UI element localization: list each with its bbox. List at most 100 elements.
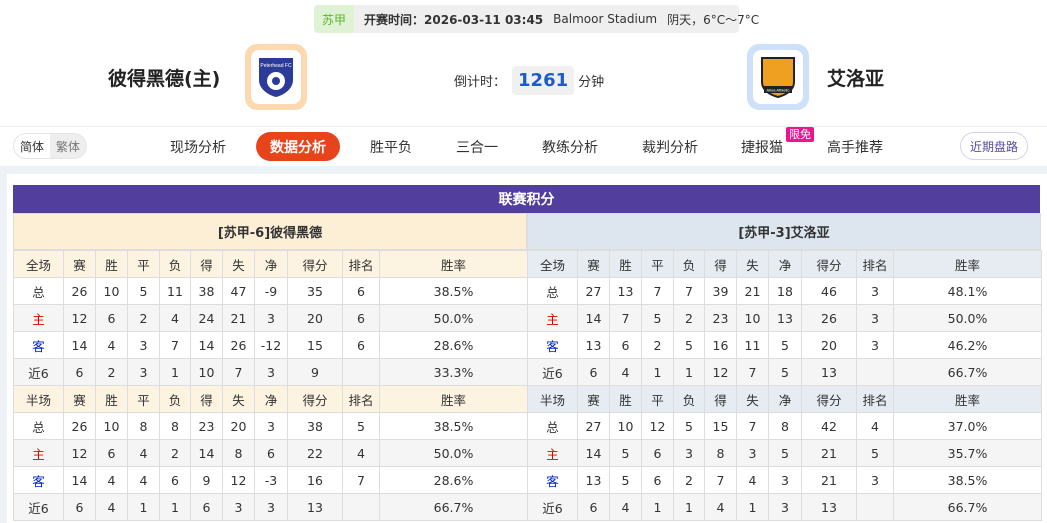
cell: 4 [127, 466, 160, 494]
lang-simplified[interactable]: 简体 [20, 139, 45, 154]
cell: 66.7% [893, 493, 1042, 521]
column-header: 负 [159, 250, 191, 278]
cell: 50.0% [379, 304, 528, 332]
column-header: 胜率 [893, 385, 1042, 413]
cell: 14 [577, 304, 610, 332]
column-header: 净 [768, 385, 802, 413]
column-header: 排名 [856, 250, 894, 278]
league-badge[interactable]: 苏甲 [314, 5, 355, 33]
cell: 5 [768, 439, 802, 467]
language-toggle: 简体 繁体 [13, 133, 88, 159]
cell: 38.5% [893, 466, 1042, 494]
cell: 4 [95, 466, 128, 494]
lang-traditional[interactable]: 繁体 [50, 134, 87, 158]
cell: 5 [768, 331, 802, 359]
cell: 1 [641, 493, 674, 521]
column-header: 得分 [287, 250, 343, 278]
row-label: 客 [13, 466, 64, 494]
cell: 8 [704, 439, 737, 467]
home-team-logo[interactable]: Peterhead FC [245, 44, 307, 110]
cell: 7 [159, 331, 191, 359]
tab-coach-analysis[interactable]: 教练分析 [542, 139, 598, 156]
cell: 8 [768, 412, 802, 440]
cell: 38.5% [379, 277, 528, 305]
cell: 15 [287, 331, 343, 359]
cell: 4 [95, 493, 128, 521]
home-standings: [苏甲-6]彼得黑德 全场赛胜平负得失净得分 排名 胜率总 26 10 5 11 38 47 -9… [13, 213, 528, 521]
cell: 6 [159, 466, 191, 494]
column-header: 半场 [13, 385, 64, 413]
column-header: 负 [159, 385, 191, 413]
cell: 3 [127, 331, 160, 359]
table-row: 总 27 10 12 5 15 7 8 42 4 37.0% [527, 412, 1042, 440]
cell: 7 [736, 358, 769, 386]
table-row: 近6 6 4 1 1 6 3 3 13 66.7% [13, 493, 528, 521]
away-team-logo[interactable]: Alloa Athletic [747, 44, 809, 110]
column-header: 净 [254, 385, 288, 413]
cell: 22 [287, 439, 343, 467]
cell: 6 [342, 277, 380, 305]
cell: 27 [577, 277, 610, 305]
free-badge: 限免 [786, 127, 814, 142]
cell: 4 [704, 493, 737, 521]
cell: 24 [190, 304, 223, 332]
cell: 10 [95, 277, 128, 305]
cell: 1 [641, 358, 674, 386]
venue: Balmoor Stadium [553, 12, 658, 26]
cell: 3 [254, 412, 288, 440]
row-label: 客 [527, 466, 578, 494]
column-header: 得分 [801, 385, 857, 413]
tab-referee-analysis[interactable]: 裁判分析 [642, 139, 698, 156]
cell: 6 [342, 304, 380, 332]
tab-three-in-one[interactable]: 三合一 [456, 139, 498, 156]
tab-data-analysis[interactable]: 数据分析 [256, 132, 340, 161]
half-header-row: 半场赛胜平负得失净得分 排名 胜率 [527, 385, 1042, 413]
cell: 4 [342, 439, 380, 467]
row-label: 主 [13, 304, 64, 332]
countdown-value: 1261 [512, 66, 575, 95]
home-standings-team: [苏甲-6]彼得黑德 [13, 213, 527, 250]
row-label: 近6 [13, 493, 64, 521]
cell: 7 [704, 466, 737, 494]
cell: 15 [704, 412, 737, 440]
cell: 2 [641, 331, 674, 359]
cell: 4 [856, 412, 894, 440]
cell: 38 [190, 277, 223, 305]
tab-jiebaomao[interactable]: 捷报猫 [741, 139, 783, 156]
cell: 26 [63, 412, 96, 440]
column-header: 胜 [95, 385, 128, 413]
table-row: 总 26 10 8 8 23 20 3 38 5 38.5% [13, 412, 528, 440]
nav-bar: 简体 繁体 现场分析 数据分析 胜平负 三合一 教练分析 裁判分析 捷报猫 限免… [0, 126, 1047, 166]
column-header: 赛 [577, 385, 610, 413]
cell: 23 [704, 304, 737, 332]
column-header: 胜 [95, 250, 128, 278]
row-label: 主 [527, 304, 578, 332]
tab-1x2[interactable]: 胜平负 [370, 139, 412, 156]
cell: 2 [673, 466, 705, 494]
column-header: 失 [736, 385, 769, 413]
recent-odds-button[interactable]: 近期盘路 [960, 132, 1028, 160]
table-row: 客 14 4 4 6 9 12 -3 16 7 28.6% [13, 466, 528, 494]
table-row: 客 14 4 3 7 14 26 -12 15 6 28.6% [13, 331, 528, 359]
cell: 35 [287, 277, 343, 305]
home-team-name[interactable]: 彼得黑德(主) [108, 68, 221, 90]
cell: 21 [801, 439, 857, 467]
column-header: 赛 [63, 385, 96, 413]
cell: 66.7% [379, 493, 528, 521]
cell [856, 358, 894, 386]
tab-live-analysis[interactable]: 现场分析 [170, 139, 226, 156]
cell: 8 [159, 412, 191, 440]
cell: 12 [641, 412, 674, 440]
cell: 4 [127, 439, 160, 467]
column-header: 净 [254, 250, 288, 278]
cell: 39 [704, 277, 737, 305]
cell: 13 [801, 493, 857, 521]
cell: 4 [609, 493, 642, 521]
cell: -9 [254, 277, 288, 305]
cell: 7 [222, 358, 255, 386]
column-header: 负 [673, 385, 705, 413]
cell [342, 493, 380, 521]
away-team-name[interactable]: 艾洛亚 [827, 68, 885, 90]
tab-expert-picks[interactable]: 高手推荐 [827, 139, 883, 156]
cell: 9 [190, 466, 223, 494]
